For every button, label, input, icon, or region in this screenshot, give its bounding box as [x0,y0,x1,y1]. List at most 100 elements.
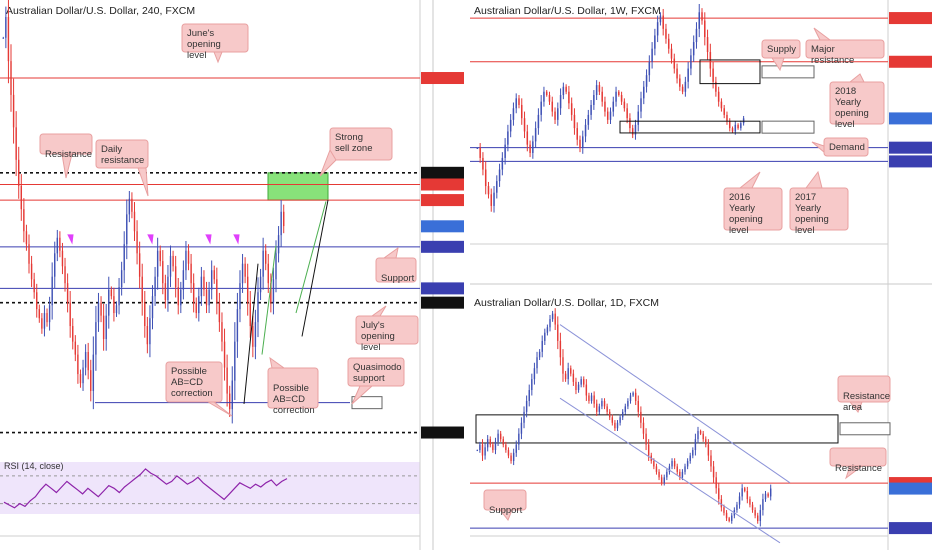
candle-body [621,411,624,418]
price-label-bg [421,282,464,295]
candle-body [618,91,620,96]
candle-body [673,58,676,69]
candle-body [218,302,221,323]
candle-body [579,139,581,148]
demand-zone [619,120,761,134]
candle-body [72,326,74,342]
candle-body [619,417,621,423]
annotation-text: Strong sell zone [335,132,373,154]
candle-body [512,108,515,120]
price-label-bg [421,296,464,309]
candle-body [149,318,151,345]
candle-body [515,98,517,109]
candle-body [120,270,123,288]
candle-body [549,319,551,328]
h4-title: Australian Dollar/U.S. Dollar, 240, FXCM [6,5,195,17]
candle-body [642,422,645,434]
candle-body [572,373,575,382]
candle-body [131,198,133,212]
candle-body [624,406,627,412]
candle-body [720,499,723,508]
price-label [421,178,464,191]
candle-body [554,111,556,120]
candle-body [198,296,200,314]
candle-body [520,422,523,434]
price-label-bg [889,141,932,154]
candle-body [254,322,257,347]
annotation-text: June's opening level [187,28,221,61]
candle-body [736,504,738,511]
candle-body [180,289,182,306]
candle-body [640,411,642,423]
candle-body [259,276,262,293]
zone-label [351,396,383,410]
candle-body [484,447,486,456]
annotation-callout: 2018 Yearly opening level [829,73,885,130]
candle-body [231,380,233,410]
candle-body [634,124,637,135]
candle-body [59,237,61,251]
candle-body [565,86,567,92]
candle-body [36,292,38,310]
candle-body [476,450,479,452]
candle-body [502,439,504,445]
candle-body [570,103,573,115]
candle-body [590,395,593,401]
candle-body [601,400,603,407]
price-label-bg [889,55,932,68]
candle-body [543,91,545,102]
candle-body [493,192,495,206]
candle-body [562,86,565,96]
candle-body [270,283,272,303]
annotation-callout: Daily resistance [95,139,149,197]
annotation-callout: Supply [761,39,801,72]
candle-body [79,374,82,384]
price-label [421,220,464,233]
candle-body [658,471,660,478]
price-label-bg [421,178,464,191]
candle-body [133,211,136,232]
annotation-callout: July's opening level [355,305,419,353]
candle-body [61,250,64,267]
candle-body [651,48,653,62]
annotation-callout: 2016 Yearly opening level [723,171,783,236]
candle-body [744,488,746,491]
candle-body [623,101,626,109]
candle-body [272,279,275,303]
annotation-text: Demand [829,142,865,153]
candle-body [576,128,578,140]
candle-body [728,518,730,521]
candle-body [723,108,725,115]
candle-body [262,250,264,277]
candle-body [573,114,576,129]
price-label-bg [421,426,464,439]
annotation-callout: Support [375,246,417,284]
candle-body [102,315,105,340]
annotation-text: Possible AB=CD correction [171,366,213,399]
candle-body [90,370,92,391]
annotation-text: 2016 Yearly opening level [729,192,763,236]
annotation-text: Daily resistance [101,144,144,166]
candle-body [583,379,585,385]
candle-body [136,231,138,254]
candle-body [534,128,537,142]
candle-body [476,148,479,149]
candle-body [505,444,507,451]
candle-body [593,95,595,105]
candle-body [710,455,712,467]
annotation-text: Resistance area [843,391,890,413]
annotation-callout: Strong sell zone [319,127,393,177]
candle-body [533,368,536,380]
candle-body [523,411,525,423]
candle-body [66,283,69,303]
candle-body [182,270,185,290]
candle-body [501,157,504,170]
candle-body [492,444,494,451]
candle-body [637,400,639,412]
candle-body [28,244,30,264]
price-label-bg [421,220,464,233]
annotation-text: Resistance [835,463,882,474]
candle-body [100,302,102,316]
rsi-line [3,468,288,509]
candle-body [551,313,554,320]
